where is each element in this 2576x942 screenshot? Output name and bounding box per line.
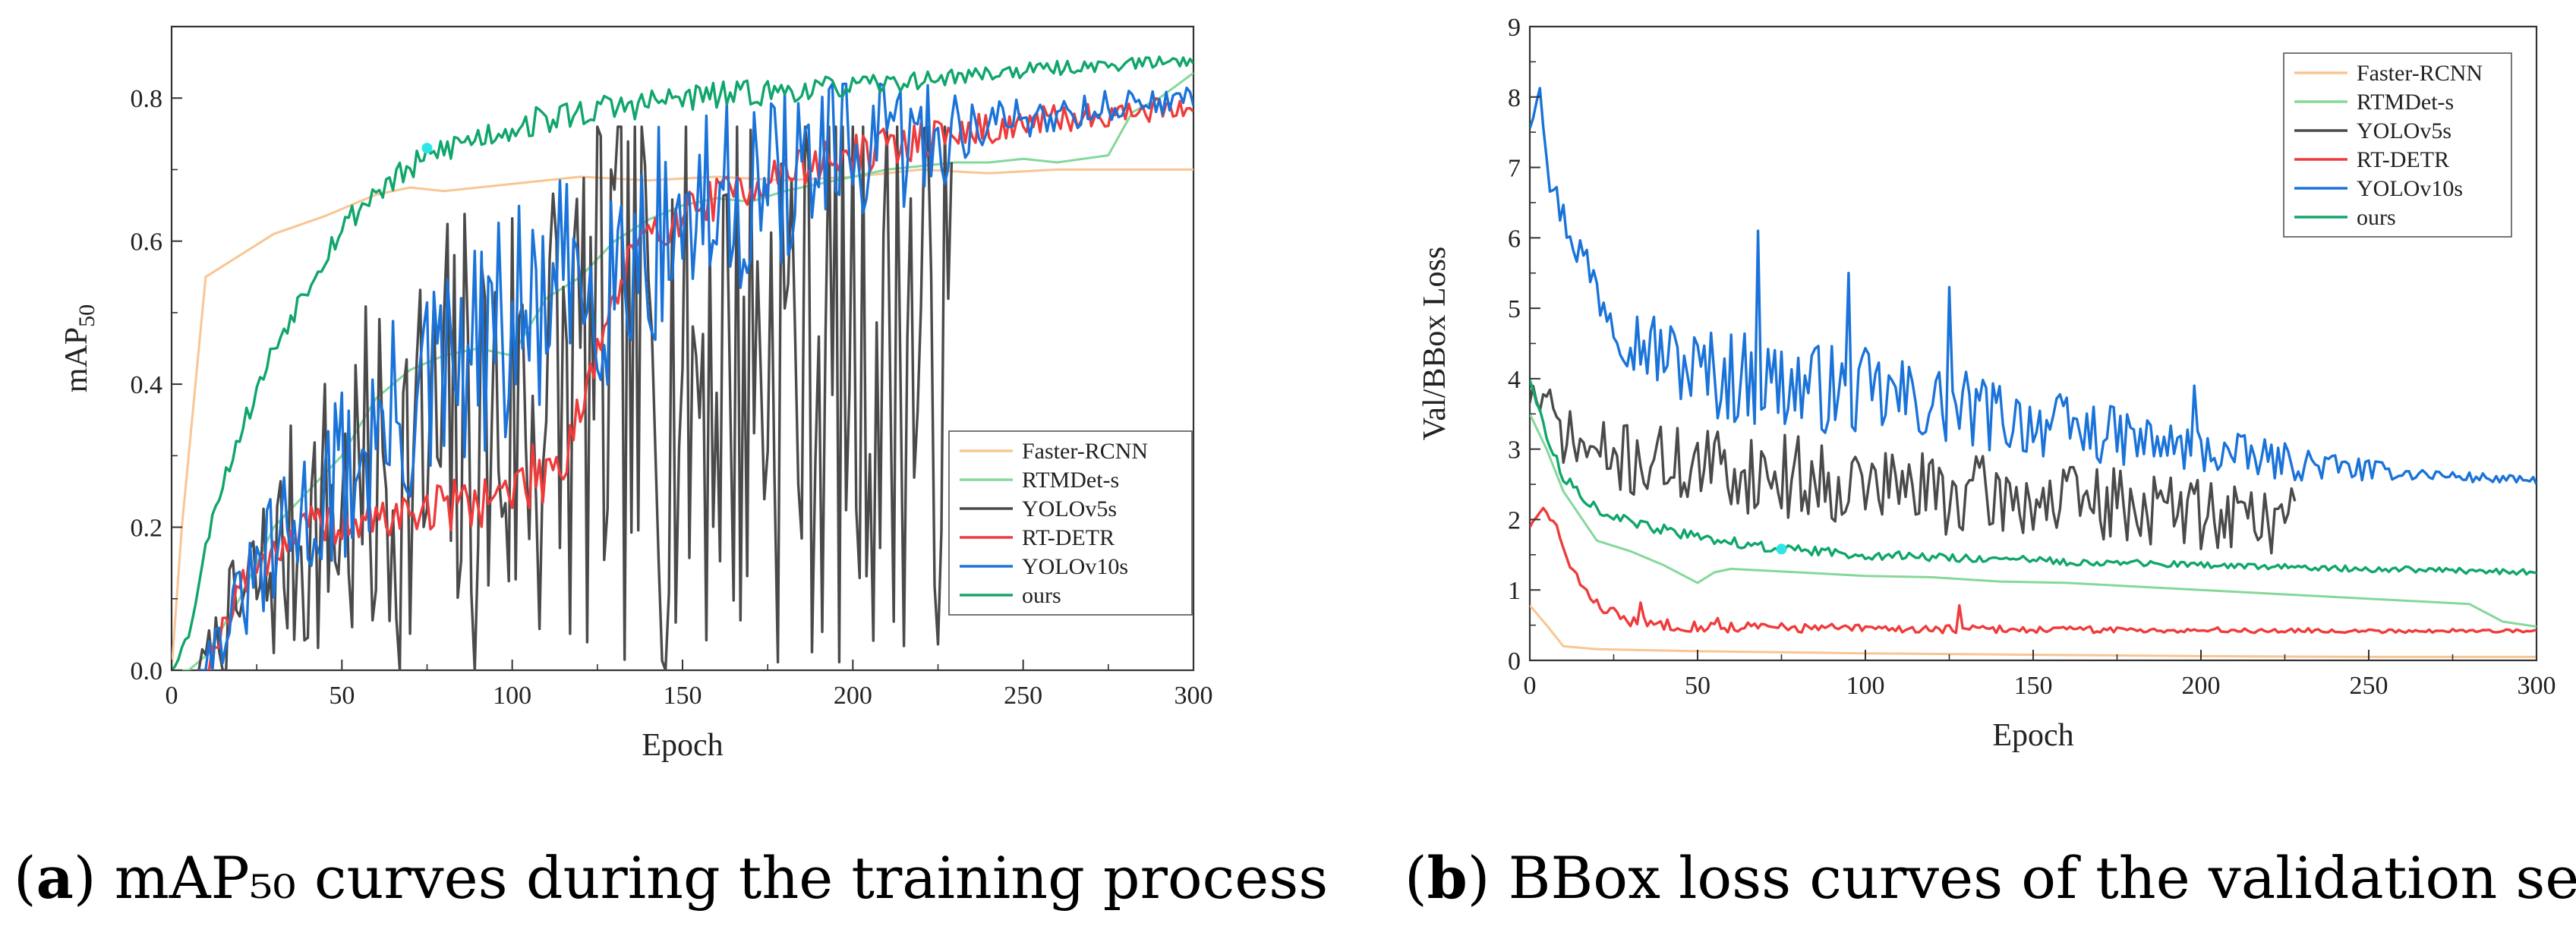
- y-tick-label: 0.0: [131, 657, 163, 685]
- x-tick-label: 200: [834, 682, 872, 710]
- y-tick-label: 0.8: [131, 85, 163, 113]
- y-axis-label: mAP50: [59, 304, 99, 392]
- series-group: [1530, 87, 2537, 658]
- y-tick-label: 6: [1508, 225, 1521, 253]
- series-group: [172, 55, 1193, 670]
- x-axis-label: Epoch: [1992, 718, 2073, 753]
- y-tick-label: 0.2: [131, 515, 163, 543]
- y-axis-label: Val/BBox Loss: [1417, 247, 1452, 441]
- legend-label: RTMDet-s: [2357, 90, 2454, 115]
- series-line-ours: [172, 55, 1193, 670]
- caption-b-text: BBox loss curves of the validation sets: [1508, 844, 2576, 912]
- y-tick-label: 7: [1508, 155, 1521, 183]
- x-tick-label: 300: [2518, 672, 2556, 700]
- series-line-ours: [1530, 380, 2537, 576]
- y-tick-label: 8: [1508, 84, 1521, 112]
- x-tick-label: 150: [2014, 672, 2053, 700]
- legend-label: RT-DETR: [2357, 147, 2449, 172]
- series-line-yolov5s: [197, 125, 954, 670]
- legend-label: YOLOv5s: [1022, 496, 1117, 521]
- legend-label: Faster-RCNN: [1022, 439, 1148, 464]
- y-tick-label: 4: [1508, 366, 1521, 394]
- series-line-yolov10s: [1530, 87, 2537, 485]
- chart-map50: 0 50 100 150 200 250 300 0.0 0.2 0.4 0.6 0.8 Epoch mA…: [59, 25, 1213, 763]
- chart-bboxloss: 0 50 100 150 200 250 300 0 1 2 3 4 5 6 7 8 9 Epoch Val/BBo…: [1417, 14, 2556, 753]
- x-tick-label: 50: [1685, 672, 1711, 700]
- y-tick-label: 3: [1508, 436, 1521, 465]
- caption-a-text: mAP₅₀ curves during the training process: [114, 844, 1329, 912]
- x-tick-label: 250: [2350, 672, 2388, 700]
- series-line-faster-rcnn: [172, 168, 1193, 670]
- x-tick-label: 200: [2182, 672, 2221, 700]
- x-tick-label: 100: [493, 682, 531, 710]
- legend-box: [2283, 52, 2512, 238]
- legend-label: ours: [1022, 583, 1061, 608]
- legend-label: YOLOv10s: [2357, 176, 2463, 201]
- x-tick-label: 0: [1524, 672, 1537, 700]
- x-tick-label: 50: [329, 682, 355, 710]
- caption-b-letter: b: [1427, 844, 1468, 912]
- series-line-yolov10s: [198, 82, 1193, 670]
- series-line-rtmdet-s: [1530, 413, 2537, 628]
- x-tick-label: 0: [166, 682, 178, 710]
- y-tick-label: 0: [1508, 647, 1521, 676]
- y-tick-label: 0.4: [131, 371, 163, 399]
- highlight-point: [1776, 543, 1787, 555]
- highlight-point: [421, 143, 433, 154]
- y-tick-label: 9: [1508, 14, 1521, 42]
- x-tick-label: 150: [664, 682, 702, 710]
- y-tick-label: 5: [1508, 295, 1521, 323]
- caption-a-letter: a: [36, 844, 74, 912]
- legend-label: RTMDet-s: [1022, 468, 1119, 493]
- legend-label: RT-DETR: [1022, 525, 1115, 550]
- legend-label: YOLOv5s: [2357, 118, 2451, 143]
- y-tick-label: 2: [1508, 506, 1521, 534]
- caption-b: (b) BBox loss curves of the validation s…: [1405, 844, 2576, 912]
- x-tick-label: 250: [1004, 682, 1042, 710]
- x-tick-label: 100: [1846, 672, 1885, 700]
- y-tick-label: 1: [1508, 577, 1521, 605]
- y-axis-label-subscript: 50: [74, 304, 99, 327]
- y-tick-label: 0.6: [131, 228, 163, 257]
- series-line-yolov5s: [1530, 384, 2297, 555]
- caption-a: (a) mAP₅₀ curves during the training pro…: [14, 844, 1329, 912]
- x-tick-label: 300: [1174, 682, 1213, 710]
- legend-label: YOLOv10s: [1022, 554, 1128, 579]
- legend-label: Faster-RCNN: [2357, 61, 2483, 86]
- x-axis-label: Epoch: [642, 728, 723, 763]
- legend-label: ours: [2357, 205, 2396, 230]
- legend-box: [948, 430, 1193, 616]
- series-line-rt-detr: [1530, 506, 2537, 635]
